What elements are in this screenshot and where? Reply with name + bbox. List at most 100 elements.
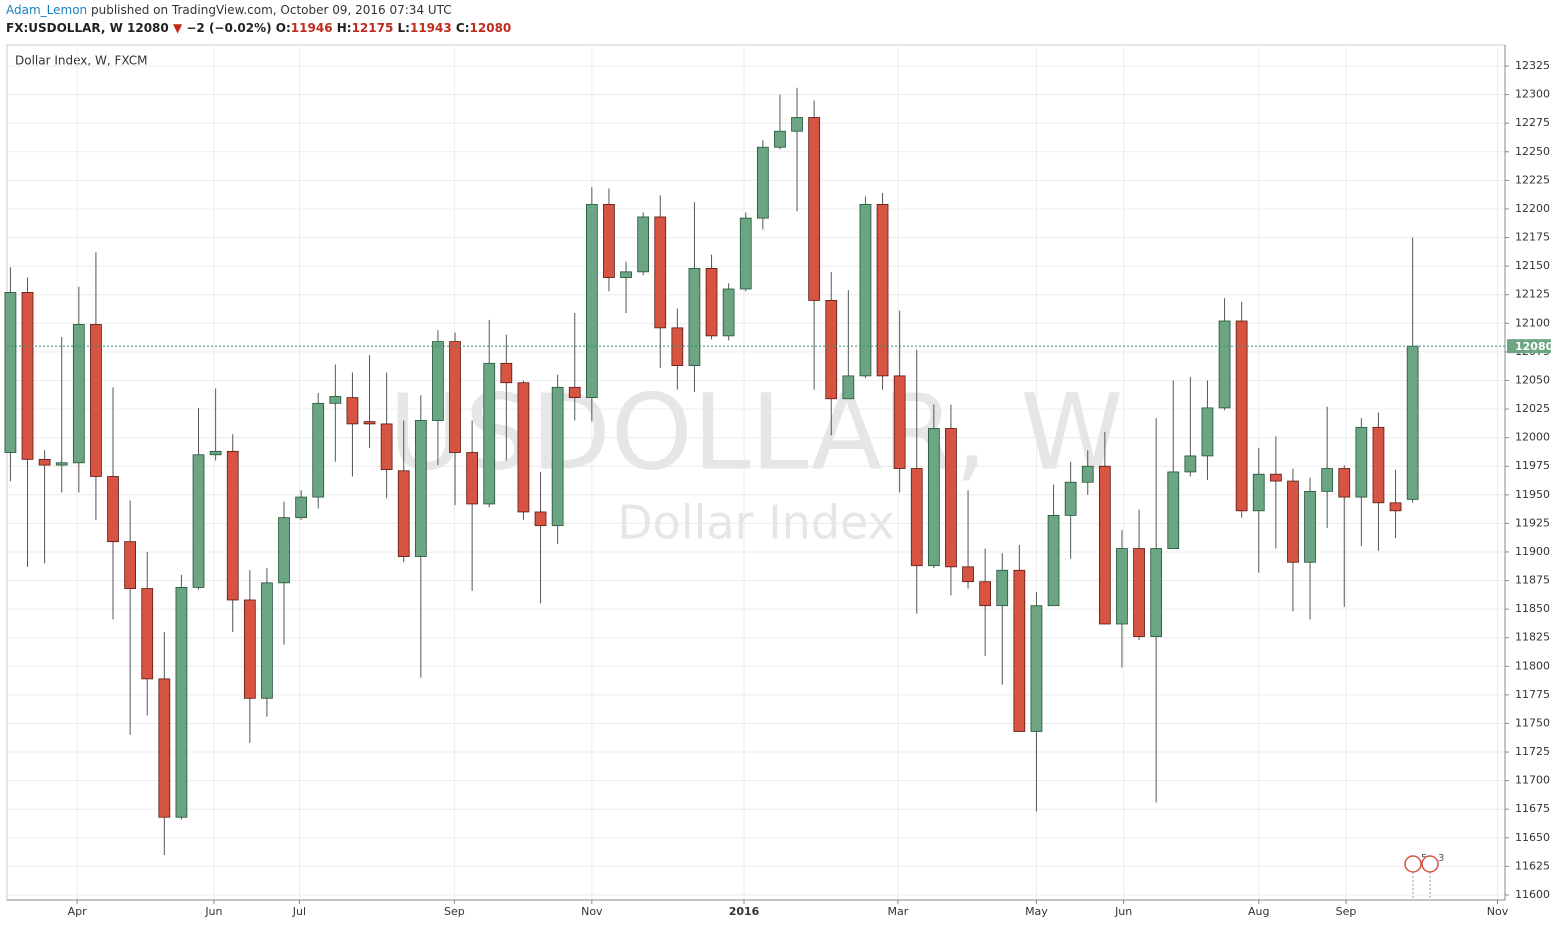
candle-body — [842, 375, 855, 400]
y-tick-label: 11650 — [1515, 831, 1550, 844]
symbol-line: FX:USDOLLAR, W 12080 ▼ −2 (−0.02%) O: 119… — [6, 21, 511, 35]
y-tick-label: 12050 — [1515, 373, 1550, 386]
candle-body — [774, 130, 786, 148]
y-tick-label: 12325 — [1515, 59, 1550, 72]
ohlc-label: L: — [397, 21, 410, 35]
candle-body — [1389, 502, 1402, 512]
candle-body — [1218, 320, 1231, 409]
candle-body — [124, 541, 136, 589]
candle-body — [175, 587, 188, 818]
candle-body — [432, 341, 444, 421]
candle-body — [927, 428, 940, 567]
y-tick-label: 11625 — [1515, 859, 1550, 872]
x-tick-label: Apr — [68, 905, 88, 918]
candle-body — [1252, 473, 1265, 512]
y-tick-label: 12175 — [1515, 231, 1550, 244]
candle-body — [1098, 465, 1111, 625]
candle-body — [705, 268, 718, 337]
candle-body — [1321, 468, 1334, 492]
candle-body — [346, 397, 359, 425]
candle-body — [756, 146, 769, 219]
candle-body — [1406, 345, 1419, 500]
x-tick-label: Jun — [1114, 905, 1132, 918]
y-tick-label: 12250 — [1515, 145, 1550, 158]
y-tick-label: 11925 — [1515, 516, 1550, 529]
candle-body — [688, 268, 701, 366]
candle-body — [1133, 548, 1145, 637]
y-tick-label: 11775 — [1515, 688, 1550, 701]
candle-body — [192, 454, 205, 588]
symbol: FX:USDOLLAR, W — [6, 21, 123, 35]
y-tick-label: 11750 — [1515, 716, 1550, 729]
candle-body — [791, 117, 803, 132]
y-tick-label: 11675 — [1515, 802, 1550, 815]
y-tick-label: 11850 — [1515, 602, 1550, 615]
candle-body — [107, 476, 119, 543]
last-price: 12080 — [127, 21, 169, 35]
candle-body — [637, 216, 650, 273]
candle-body — [243, 599, 256, 699]
candle-body — [21, 292, 34, 460]
published: published on TradingView.com, October 09… — [90, 3, 452, 17]
y-tick-label: 12150 — [1515, 259, 1550, 272]
y-tick-label: 11975 — [1515, 459, 1550, 472]
y-tick-label: 11725 — [1515, 745, 1550, 758]
change-arrow: ▼ — [172, 21, 183, 35]
candle-body — [397, 470, 410, 557]
candle-body — [671, 327, 684, 366]
candle-body — [90, 324, 102, 477]
candle-body — [1269, 473, 1282, 482]
event-marker — [1404, 855, 1422, 873]
candle-body — [38, 458, 51, 466]
candle-body — [449, 341, 461, 453]
last-price-box — [1507, 339, 1551, 354]
y-tick-label: 11825 — [1515, 631, 1550, 644]
ohlc-label: H: — [336, 21, 352, 35]
ohlc-value: 12175 — [351, 21, 394, 35]
chart-title: Dollar Index, W, FXCM — [15, 54, 148, 68]
ohlc-value: 11943 — [409, 21, 452, 35]
grid — [7, 45, 1505, 900]
candle-body — [962, 566, 974, 583]
candle-body — [893, 375, 906, 469]
y-tick-label: 11800 — [1515, 659, 1550, 672]
candle-body — [141, 588, 154, 680]
candle-body — [72, 324, 85, 464]
candle-body — [722, 288, 735, 337]
ohlc-label: O: — [275, 21, 291, 35]
watermark: USDOLLAR, W — [389, 371, 1124, 493]
y-tick-label: 12275 — [1515, 116, 1550, 129]
x-tick-label: Aug — [1248, 905, 1269, 918]
candle-body — [996, 569, 1009, 607]
y-tick-label: 12025 — [1515, 402, 1550, 415]
candle-body — [654, 216, 667, 329]
candle-body — [1235, 320, 1248, 512]
candle-body — [585, 203, 598, 399]
candle-body — [876, 203, 889, 377]
candle-body — [910, 468, 923, 567]
candle-body — [551, 386, 564, 527]
y-tick-label: 12125 — [1515, 288, 1550, 301]
x-tick-label: Jun — [204, 905, 222, 918]
candle-body — [945, 428, 957, 568]
y-tick-label: 11900 — [1515, 545, 1550, 558]
author[interactable]: Adam_Lemon — [6, 3, 88, 17]
last-price-label: 12080 — [1515, 340, 1554, 353]
candle-body — [517, 382, 530, 513]
ohlc-label: C: — [455, 21, 470, 35]
candle-body — [226, 450, 239, 601]
candle-body — [363, 421, 376, 425]
candle-body — [825, 300, 838, 400]
candle-body — [1184, 455, 1197, 473]
candle-body — [158, 678, 171, 818]
candle-body — [209, 450, 222, 456]
candle-body — [1047, 514, 1060, 607]
candle-body — [312, 402, 325, 498]
candle-body — [1081, 465, 1094, 483]
candle-body — [1150, 548, 1163, 637]
change: −2 (−0.02%) — [186, 21, 272, 35]
y-tick-label: 12225 — [1515, 173, 1550, 186]
candle-body — [466, 452, 479, 505]
x-tick-label: Nov — [1487, 905, 1509, 918]
